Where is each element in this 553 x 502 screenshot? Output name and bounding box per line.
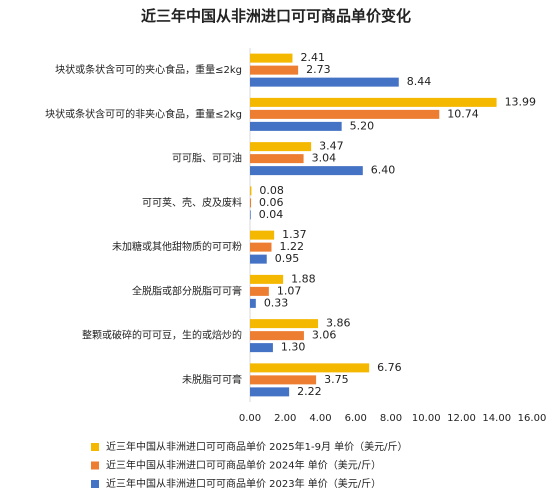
bar — [250, 319, 319, 329]
y-tick-label: 块状或条状含可可的夹心食品，重量≤2kg — [55, 63, 242, 76]
x-tick-label: 10.00 — [412, 413, 441, 424]
value-label: 0.33 — [264, 296, 289, 309]
x-tick-label: 0.00 — [239, 413, 261, 424]
x-tick-label: 4.00 — [309, 413, 331, 424]
y-tick-label: 可可脂、可可油 — [172, 152, 242, 165]
legend-label: 近三年中国从非洲进口可可商品单价 2024年 单价（美元/斤） — [106, 459, 381, 472]
value-label: 5.20 — [350, 119, 375, 132]
bar — [250, 65, 299, 75]
x-tick-label: 16.00 — [518, 413, 547, 424]
value-label: 2.41 — [300, 51, 325, 64]
value-label: 3.06 — [312, 329, 337, 342]
bar — [250, 230, 275, 240]
value-label: 3.04 — [312, 152, 337, 165]
bar — [250, 343, 273, 353]
bar — [250, 109, 440, 119]
value-label: 0.08 — [259, 184, 284, 197]
bar — [250, 166, 363, 176]
bar — [250, 363, 370, 373]
value-label: 3.86 — [326, 317, 351, 330]
bar — [250, 210, 251, 220]
bar — [250, 53, 293, 63]
bar — [250, 331, 304, 341]
y-tick-label: 整颗或破碎的可可豆，生的或焙炒的 — [82, 329, 242, 342]
chart-title: 近三年中国从非洲进口可可商品单价变化 — [141, 7, 411, 25]
value-label: 1.22 — [280, 240, 305, 253]
value-label: 10.74 — [447, 107, 479, 120]
bar — [250, 142, 312, 152]
bar — [250, 154, 304, 164]
bar — [250, 387, 290, 397]
bar — [250, 97, 497, 107]
bar — [250, 121, 342, 131]
y-tick-label: 全脱脂或部分脱脂可可膏 — [132, 284, 242, 297]
bar — [250, 198, 252, 208]
bar — [250, 286, 269, 296]
legend-swatch — [91, 480, 99, 488]
value-label: 1.37 — [282, 228, 307, 241]
bar — [250, 77, 399, 87]
value-label: 0.06 — [259, 196, 284, 209]
bar — [250, 254, 267, 264]
value-label: 1.88 — [291, 272, 316, 285]
x-tick-label: 8.00 — [380, 413, 402, 424]
legend-label: 近三年中国从非洲进口可可商品单价 2023年 单价（美元/斤） — [106, 477, 381, 490]
value-label: 8.44 — [407, 75, 432, 88]
x-tick-label: 6.00 — [345, 413, 367, 424]
y-tick-label: 未加糖或其他甜物质的可可粉 — [112, 240, 242, 253]
bar — [250, 186, 252, 196]
value-label: 2.73 — [306, 63, 331, 76]
legend-swatch — [91, 443, 99, 451]
y-tick-label: 块状或条状含可可的非夹心食品，重量≤2kg — [45, 107, 242, 120]
bar — [250, 375, 317, 385]
value-label: 1.07 — [277, 284, 302, 297]
value-label: 6.40 — [371, 164, 396, 177]
value-label: 6.76 — [377, 361, 402, 374]
value-label: 1.30 — [281, 341, 306, 354]
legend-swatch — [91, 461, 99, 470]
y-tick-label: 未脱脂可可膏 — [182, 373, 242, 386]
x-tick-label: 14.00 — [482, 413, 511, 424]
value-label: 13.99 — [505, 95, 536, 108]
value-label: 3.47 — [319, 140, 344, 153]
value-label: 0.95 — [275, 252, 300, 265]
x-tick-label: 2.00 — [274, 413, 296, 424]
bar — [250, 298, 256, 308]
value-label: 3.75 — [324, 373, 349, 386]
y-tick-label: 可可荚、壳、皮及废料 — [142, 196, 242, 209]
bar — [250, 242, 272, 252]
value-label: 2.22 — [297, 385, 322, 398]
value-label: 0.04 — [259, 208, 284, 221]
x-tick-label: 12.00 — [447, 413, 476, 424]
legend-label: 近三年中国从非洲进口可可商品单价 2025年1-9月 单价（美元/斤） — [106, 440, 408, 453]
bar — [250, 274, 284, 284]
